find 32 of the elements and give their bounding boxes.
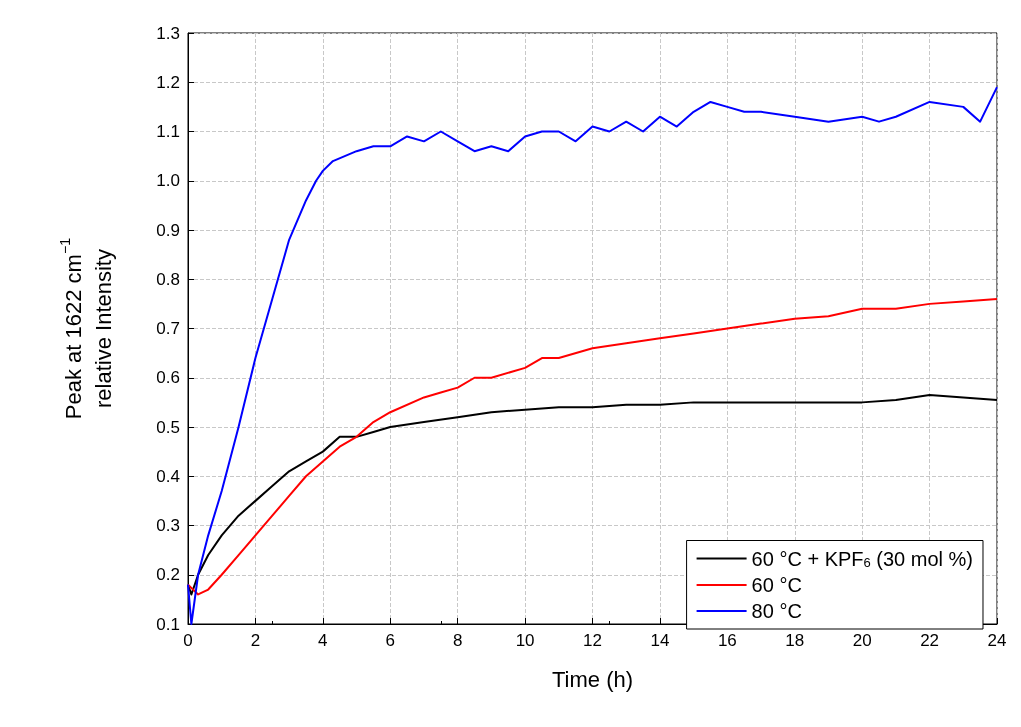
- y-tick-label: 0.4: [156, 466, 180, 486]
- x-tick-label: 18: [785, 631, 805, 650]
- y-tick-label: 0.9: [156, 220, 180, 240]
- x-tick-label: 6: [385, 631, 395, 650]
- y-tick-label: 1.1: [156, 122, 180, 141]
- legend-label: 80 °C: [751, 600, 802, 622]
- y-tick-label: 0.6: [156, 368, 180, 388]
- y-tick-label: 0.8: [156, 269, 180, 289]
- y-tick-label: 0.2: [156, 565, 180, 585]
- x-tick-label: 12: [583, 631, 602, 650]
- y-tick-label: 0.1: [156, 614, 180, 634]
- x-axis-title: Time (h): [551, 666, 634, 692]
- x-tick-label: 16: [717, 631, 737, 650]
- y-tick-label: 1.0: [156, 171, 180, 191]
- x-tick-label: 4: [318, 631, 328, 650]
- x-tick-label: 8: [452, 631, 463, 650]
- line-series: [187, 297, 998, 596]
- y-tick-label: 1.2: [156, 72, 180, 92]
- x-tick-label: 24: [987, 631, 1007, 650]
- x-tick-label: 2: [250, 631, 261, 650]
- text: Peak at 1622 cm−1 relative Intensity: [57, 237, 116, 420]
- legend-label: 60 °C + KPF6 (30 mol %): [751, 547, 973, 570]
- y-tick-label: 0.3: [156, 516, 180, 535]
- x-tick-label: 14: [650, 631, 670, 650]
- x-tick-label: 10: [515, 631, 535, 650]
- x-tick-label: 0: [183, 631, 193, 650]
- legend-label: 60 °C: [751, 574, 802, 596]
- x-tick-label: 22: [920, 631, 940, 650]
- x-tick-label: 20: [852, 631, 872, 650]
- y-tick-label: 0.7: [156, 319, 180, 338]
- y-tick-label: 0.5: [156, 417, 180, 437]
- y-tick-label: 1.3: [156, 23, 180, 43]
